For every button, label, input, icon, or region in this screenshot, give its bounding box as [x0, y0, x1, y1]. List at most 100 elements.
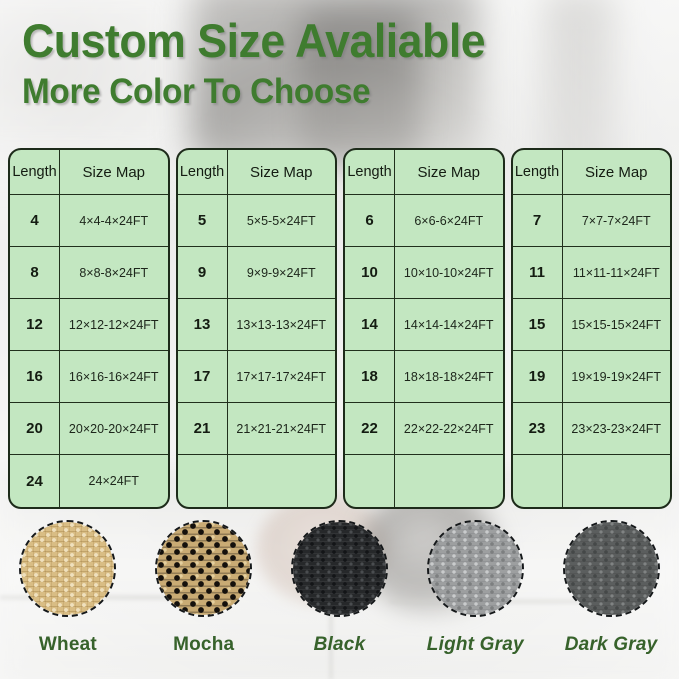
- cell-size-map: 16×16-16×24FT: [68, 369, 159, 384]
- table-row: 12 12×12-12×24FT: [10, 299, 168, 351]
- cell-size-map: 15×15-15×24FT: [571, 317, 662, 332]
- table-row: 13 13×13-13×24FT: [177, 299, 335, 351]
- table-row: 16 16×16-16×24FT: [10, 351, 168, 403]
- table-row: 22 22×22-22×24FT: [345, 403, 503, 455]
- size-table-1: Length Size Map 4 4×4-4×24FT 8 8×8-8×24FT 12 12…: [8, 148, 170, 509]
- cell-size-map: [228, 455, 336, 507]
- table-row: 11 11×11-11×24FT: [512, 247, 670, 299]
- table-row: 4 4×4-4×24FT: [10, 195, 168, 247]
- cell-size-map: 18×18-18×24FT: [403, 369, 494, 384]
- table-row: 6 6×6-6×24FT: [345, 195, 503, 247]
- table-row: 14 14×14-14×24FT: [345, 299, 503, 351]
- column-header-size-map: Size Map: [417, 163, 481, 181]
- table-row: 19 19×19-19×24FT: [512, 351, 670, 403]
- table-row: [345, 455, 503, 507]
- cell-length: 17: [178, 351, 228, 402]
- table-header-row: Length Size Map: [345, 150, 503, 195]
- table-row: 21 21×21-21×24FT: [177, 403, 335, 455]
- fabric-sample-circle[interactable]: [155, 520, 253, 617]
- cell-length: 14: [345, 299, 395, 350]
- column-header-size-map: Size Map: [584, 163, 648, 181]
- cell-size-map: 8×8-8×24FT: [79, 265, 149, 280]
- cell-size-map: 22×22-22×24FT: [403, 421, 494, 436]
- cell-size-map: 17×17-17×24FT: [236, 369, 327, 384]
- cell-size-map: 11×11-11×24FT: [572, 265, 660, 280]
- color-swatch-label: Mocha: [173, 634, 235, 655]
- cell-length: 18: [345, 351, 395, 402]
- table-row: [178, 455, 336, 507]
- cell-size-map: 12×12-12×24FT: [68, 317, 159, 332]
- cell-size-map: 10×10-10×24FT: [403, 265, 494, 280]
- color-swatch-label: Wheat: [38, 634, 97, 655]
- color-swatch-black[interactable]: Black: [272, 520, 408, 679]
- table-row: 8 8×8-8×24FT: [10, 247, 168, 299]
- color-swatch-wheat[interactable]: Wheat: [0, 520, 136, 679]
- cell-size-map: 24×24FT: [88, 474, 139, 488]
- fabric-texture: [21, 522, 115, 615]
- fabric-sample-circle[interactable]: [562, 520, 660, 617]
- fabric-texture: [564, 522, 658, 615]
- cell-length: [345, 455, 395, 507]
- table-header-row: Length Size Map: [10, 150, 168, 195]
- cell-length: 9: [178, 247, 228, 298]
- cell-size-map: 5×5-5×24FT: [246, 213, 316, 228]
- cell-size-map: 14×14-14×24FT: [403, 317, 494, 332]
- column-header-length: Length: [513, 150, 563, 194]
- cell-length: 21: [178, 403, 228, 454]
- size-tables-container: Length Size Map 4 4×4-4×24FT 8 8×8-8×24FT 12 12…: [8, 148, 672, 509]
- color-swatch-light-gray[interactable]: Light Gray: [407, 520, 543, 679]
- cell-size-map: 19×19-19×24FT: [571, 369, 662, 384]
- cell-size-map: [563, 455, 671, 507]
- cell-length: 7: [513, 195, 563, 246]
- table-row: 5 5×5-5×24FT: [177, 195, 335, 247]
- cell-length: [513, 455, 563, 507]
- fabric-sample-circle[interactable]: [290, 520, 388, 617]
- cell-length: 13: [178, 299, 228, 350]
- fabric-sample-circle[interactable]: [19, 520, 117, 617]
- cell-size-map: 21×21-21×24FT: [236, 421, 327, 436]
- page-subtitle: More Color To Choose: [22, 71, 371, 111]
- column-header-size-map: Size Map: [82, 163, 146, 181]
- cell-length: [178, 455, 228, 507]
- table-header-row: Length Size Map: [512, 150, 670, 195]
- cell-length: 5: [178, 195, 228, 246]
- column-header-length: Length: [345, 150, 395, 194]
- cell-length: 10: [345, 247, 395, 298]
- table-row: 18 18×18-18×24FT: [345, 351, 503, 403]
- fabric-sample-circle[interactable]: [426, 520, 524, 617]
- table-row: 23 23×23-23×24FT: [512, 403, 670, 455]
- size-table-2: Length Size Map 5 5×5-5×24FT 9 9×9-9×24FT 13 13…: [175, 148, 337, 509]
- cell-size-map: 4×4-4×24FT: [79, 213, 149, 228]
- table-row: 9 9×9-9×24FT: [177, 247, 335, 299]
- table-row: 20 20×20-20×24FT: [10, 403, 168, 455]
- cell-length: 15: [513, 299, 563, 350]
- table-header-row: Length Size Map: [177, 150, 335, 195]
- cell-length: 23: [513, 403, 563, 454]
- cell-size-map: 9×9-9×24FT: [246, 265, 316, 280]
- table-row: 7 7×7-7×24FT: [512, 195, 670, 247]
- background-sewing-machine: [190, 0, 480, 165]
- cell-size-map: 6×6-6×24FT: [414, 213, 484, 228]
- table-row: 10 10×10-10×24FT: [345, 247, 503, 299]
- cell-length: 11: [513, 247, 563, 298]
- table-row: 17 17×17-17×24FT: [177, 351, 335, 403]
- cell-size-map: 20×20-20×24FT: [68, 421, 159, 436]
- size-table-4: Length Size Map 7 7×7-7×24FT 11 11×11-11×24FT…: [510, 148, 672, 509]
- cell-length: 6: [345, 195, 395, 246]
- column-header-size-map: Size Map: [249, 163, 313, 181]
- cell-size-map: 23×23-23×24FT: [571, 421, 662, 436]
- cell-length: 22: [345, 403, 395, 454]
- size-table-3: Length Size Map 6 6×6-6×24FT 10 10×10-10×24FT…: [343, 148, 505, 509]
- heading-block: Custom Size Avaliable More Color To Choo…: [22, 16, 510, 111]
- color-swatch-mocha[interactable]: Mocha: [136, 520, 272, 679]
- table-row: 15 15×15-15×24FT: [512, 299, 670, 351]
- color-swatch-dark-gray[interactable]: Dark Gray: [543, 520, 679, 679]
- background-blur-left: [0, 0, 190, 170]
- fabric-texture: [292, 522, 386, 615]
- background-machine-detail: [300, 10, 420, 160]
- page-title: Custom Size Avaliable: [22, 14, 486, 67]
- cell-length: 4: [10, 195, 60, 246]
- cell-size-map: 7×7-7×24FT: [581, 213, 651, 228]
- table-row: 24 24×24FT: [10, 455, 168, 507]
- cell-length: 16: [10, 351, 60, 402]
